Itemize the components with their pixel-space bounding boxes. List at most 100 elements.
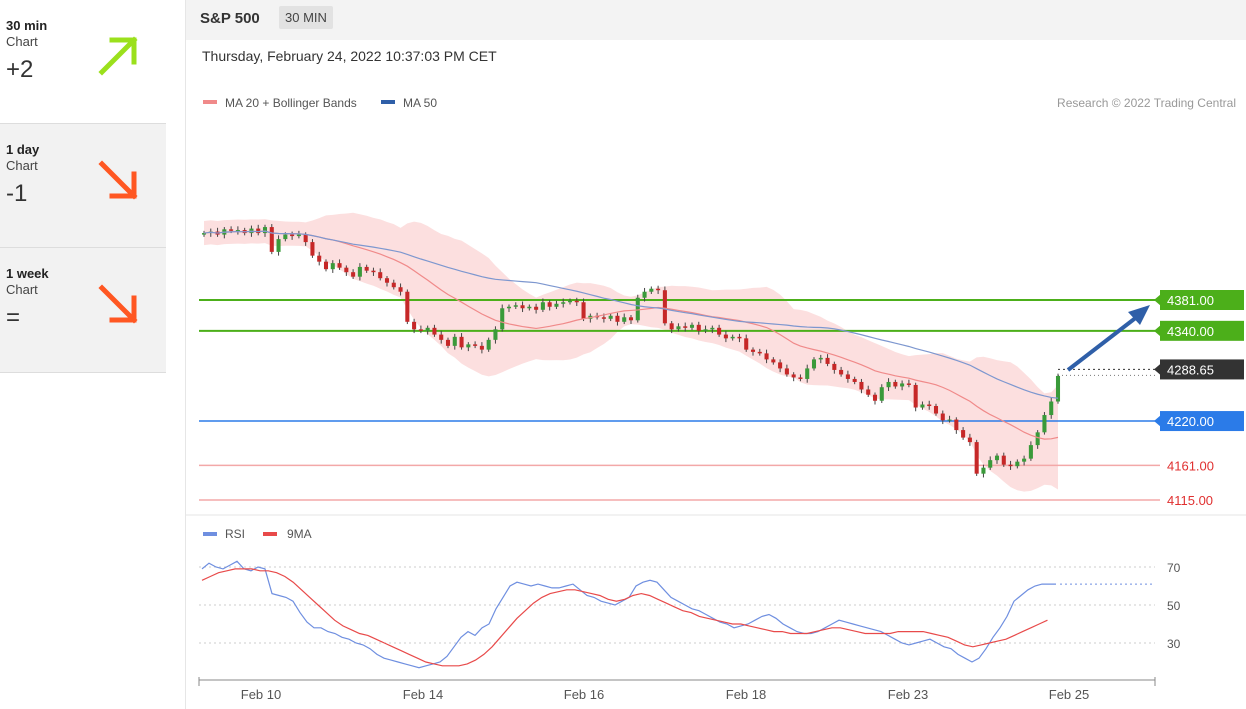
- ma50-line: [203, 230, 1059, 399]
- candle-body: [317, 255, 322, 262]
- candle-body: [662, 290, 667, 324]
- candle-body: [669, 323, 674, 330]
- ma50-legend-label: MA 50: [403, 96, 437, 110]
- candle-body: [676, 326, 681, 330]
- candle-body: [683, 326, 688, 328]
- candle-body: [351, 272, 356, 277]
- candle-body: [933, 406, 939, 414]
- research-credit: Research © 2022 Trading Central: [1057, 96, 1236, 110]
- candle-body: [364, 266, 369, 271]
- candle-body: [961, 430, 966, 438]
- timeframe-badge[interactable]: 30 MIN: [279, 6, 333, 29]
- candle-body: [283, 234, 288, 240]
- candle-body: [927, 404, 932, 407]
- candle-body: [737, 336, 742, 339]
- candle-body: [988, 460, 993, 468]
- candle-body: [771, 359, 776, 363]
- candle-body: [547, 302, 552, 307]
- candle-body: [744, 338, 749, 350]
- candle-body: [384, 278, 390, 283]
- ma20-legend-swatch: [203, 100, 217, 104]
- level-label: 4115.00: [1167, 493, 1213, 508]
- candle-body: [527, 306, 532, 309]
- candle-body: [628, 317, 634, 321]
- candle-body: [717, 327, 722, 335]
- signal-score: =: [6, 304, 21, 331]
- level-label-box: [1160, 290, 1244, 310]
- candle-body: [513, 305, 518, 307]
- candle-body: [818, 357, 823, 360]
- candle-body: [493, 329, 498, 340]
- candle-body: [276, 239, 281, 252]
- level-label: 4340.00: [1167, 324, 1214, 339]
- signal-1day[interactable]: 1 day Chart -1: [0, 124, 166, 248]
- candle-body: [710, 327, 715, 330]
- candle-body: [642, 291, 647, 298]
- candle-body: [418, 329, 423, 331]
- x-tick-label: Feb 23: [888, 687, 928, 702]
- level-label: 4220.00: [1167, 414, 1214, 429]
- forecast-arrow: [1066, 311, 1144, 372]
- candle-body: [479, 345, 484, 350]
- candle-body: [371, 270, 376, 273]
- candle-body: [940, 413, 945, 421]
- candle-body: [859, 381, 864, 390]
- forecast-arrow-head: [1128, 305, 1150, 325]
- bollinger-band: [204, 212, 1058, 492]
- signal-1week[interactable]: 1 week Chart =: [0, 248, 166, 373]
- signal-sidebar: 30 min Chart +2 1 day Chart -1 1 week Ch…: [0, 0, 166, 373]
- candle-body: [757, 351, 762, 354]
- rsi-tick-label: 30: [1167, 637, 1181, 651]
- candle-body: [791, 374, 796, 378]
- candle-body: [1028, 445, 1033, 459]
- candle-body: [635, 297, 640, 321]
- rsi-line: [201, 560, 1056, 669]
- candle-body: [357, 266, 362, 277]
- level-label-box: [1160, 320, 1244, 341]
- candle-body: [723, 334, 728, 339]
- signal-period: 30 min: [6, 18, 48, 33]
- signal-30min[interactable]: 30 min Chart +2: [0, 0, 166, 124]
- rsi-tick-label: 50: [1167, 599, 1181, 613]
- candle-body: [866, 389, 871, 395]
- candle-body: [967, 437, 972, 443]
- candle-body: [256, 228, 261, 234]
- candle-body: [574, 300, 579, 303]
- candle-body: [412, 321, 417, 330]
- candle-body: [520, 305, 525, 309]
- candle-body: [764, 353, 769, 360]
- level-label-pointer: [1154, 324, 1161, 337]
- candle-body: [689, 324, 695, 328]
- ma9-legend-label: 9MA: [287, 527, 312, 541]
- signal-period: 1 day: [6, 142, 40, 157]
- level-label-box: [1160, 359, 1244, 380]
- candle-body: [886, 381, 891, 388]
- signal-score: +2: [6, 56, 34, 83]
- candle-body: [378, 272, 383, 279]
- candle-body: [344, 267, 349, 273]
- candle-body: [913, 384, 918, 408]
- candle-body: [534, 306, 539, 310]
- candle-body: [581, 302, 586, 319]
- candle-body: [229, 229, 234, 231]
- signal-label: Chart: [6, 282, 38, 297]
- level-label: 4381.00: [1167, 293, 1214, 308]
- candle-body: [845, 374, 850, 379]
- candle-body: [730, 336, 735, 339]
- candle-body: [974, 442, 979, 474]
- candle-body: [608, 315, 613, 319]
- candle-body: [425, 327, 430, 331]
- divider: [185, 0, 186, 709]
- ma20-legend-label: MA 20 + Bollinger Bands: [225, 96, 357, 110]
- candle-body: [798, 377, 803, 379]
- candle-body: [303, 234, 308, 243]
- candle-body: [1022, 458, 1027, 462]
- x-tick-label: Feb 16: [564, 687, 604, 702]
- candle-body: [398, 287, 403, 292]
- candle-body: [947, 419, 952, 421]
- candle-body: [1042, 415, 1047, 433]
- candle-body: [825, 357, 830, 364]
- candle-body: [235, 230, 240, 232]
- candle-body: [486, 339, 491, 350]
- signal-period: 1 week: [6, 266, 49, 281]
